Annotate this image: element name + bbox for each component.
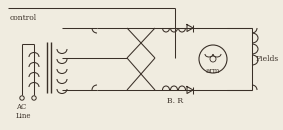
Text: Fields: Fields xyxy=(256,55,279,63)
Text: arm: arm xyxy=(206,67,220,75)
Text: B. R: B. R xyxy=(167,97,183,105)
Text: control: control xyxy=(10,14,37,22)
Text: AC
Line: AC Line xyxy=(16,103,31,120)
